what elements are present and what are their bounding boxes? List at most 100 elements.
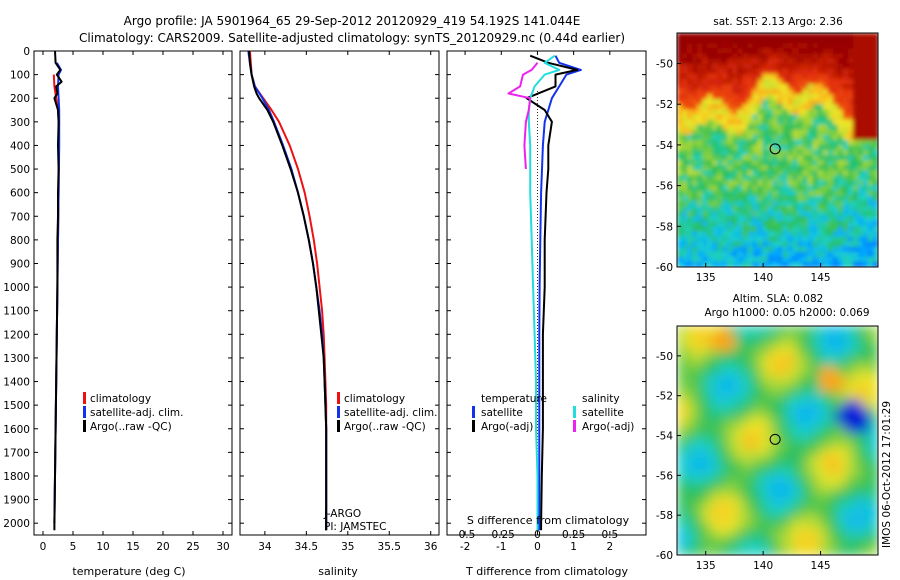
sst-cell [847,83,854,90]
sla-cell [785,473,796,483]
sst-cell [717,216,723,222]
sst-cell [868,134,874,141]
sst-cell [777,94,784,100]
sla-cell [827,399,837,409]
sla-cell [727,391,737,401]
sst-cell [697,231,703,238]
sst-cell [747,155,754,161]
sla-cell [827,530,837,540]
sst-cell [787,68,794,75]
sst-cell [777,139,784,146]
sst-cell [752,165,759,172]
sla-cell [802,424,812,434]
sst-cell [707,195,713,202]
sst-cell [832,150,839,156]
sst-cell [722,180,728,187]
sst-cell [717,129,723,136]
sst-cell [757,109,764,116]
sst-cell [687,104,693,111]
sla-cell [844,407,854,417]
sst-cell [677,216,683,222]
sst-cell [712,78,718,85]
sst-cell [757,124,764,131]
sla-cell [769,375,779,385]
sst-cell [873,236,878,243]
sst-cell [767,58,774,65]
sla-cell [735,546,745,555]
sst-cell [712,236,718,243]
sst-cell [762,150,769,156]
sst-cell [777,33,784,39]
sla-cell [760,522,770,532]
sst-cell [722,190,728,197]
sst-cell [792,119,799,126]
sst-cell [687,63,693,70]
sst-cell [682,226,688,233]
sst-cell [677,68,683,75]
sst-cell [717,236,723,243]
sst-cell [857,139,864,146]
sst-cell [767,124,774,131]
sla-cell [836,432,846,442]
sst-cell [727,134,734,141]
sst-cell [722,48,728,55]
sla-cell [861,465,871,474]
sst-cell [797,195,804,202]
sst-cell [707,190,713,197]
sst-cell [712,144,718,151]
sla-cell [802,546,812,555]
sst-cell [697,119,703,126]
sst-cell [837,150,844,156]
sst-cell [827,119,834,126]
sla-cell [844,326,854,335]
sla-cell [836,416,846,425]
sst-cell [782,33,789,39]
sst-cell [757,83,764,90]
sst-cell [817,195,824,202]
sst-cell [787,185,794,192]
sst-cell [787,256,794,263]
sst-cell [687,256,693,263]
sla-cell [777,456,787,466]
sst-cell [862,134,869,141]
sst-cell [777,89,784,95]
sla-cell [685,465,695,474]
sst-cell [802,83,809,90]
sla-cell [727,546,737,555]
sst-cell [842,68,849,75]
sst-cell [868,43,874,50]
sst-cell [767,241,774,248]
sla-cell [727,505,737,515]
sst-cell [687,58,693,65]
sst-cell [852,216,859,222]
sla-cell [836,456,846,466]
sla-cell [794,530,804,540]
argo-location-marker [769,143,781,155]
sst-cell [702,109,708,116]
sla-cell [718,489,729,499]
sst-cell [732,256,739,263]
depth-tick-label: 1700 [3,447,30,459]
sst-cell [792,206,799,212]
sst-cell [752,170,759,177]
sst-cell [677,33,683,39]
sst-cell [868,83,874,90]
sst-cell [802,63,809,70]
sst-cell [847,185,854,192]
sst-cell [717,89,723,95]
sst-cell [687,114,693,121]
sst-cell [792,134,799,141]
sst-cell [817,236,824,243]
sst-cell [767,104,774,111]
sst-cell [817,175,824,182]
sla-cell [752,473,762,483]
sla-cell [718,505,729,515]
sla-cell [861,342,871,352]
sla-cell [752,497,762,507]
sst-cell [822,83,829,90]
sla-cell [710,456,720,466]
sst-cell [702,119,708,126]
sla-cell [802,505,812,515]
lat-tick-label: -60 [656,262,673,274]
sst-cell [702,246,708,253]
